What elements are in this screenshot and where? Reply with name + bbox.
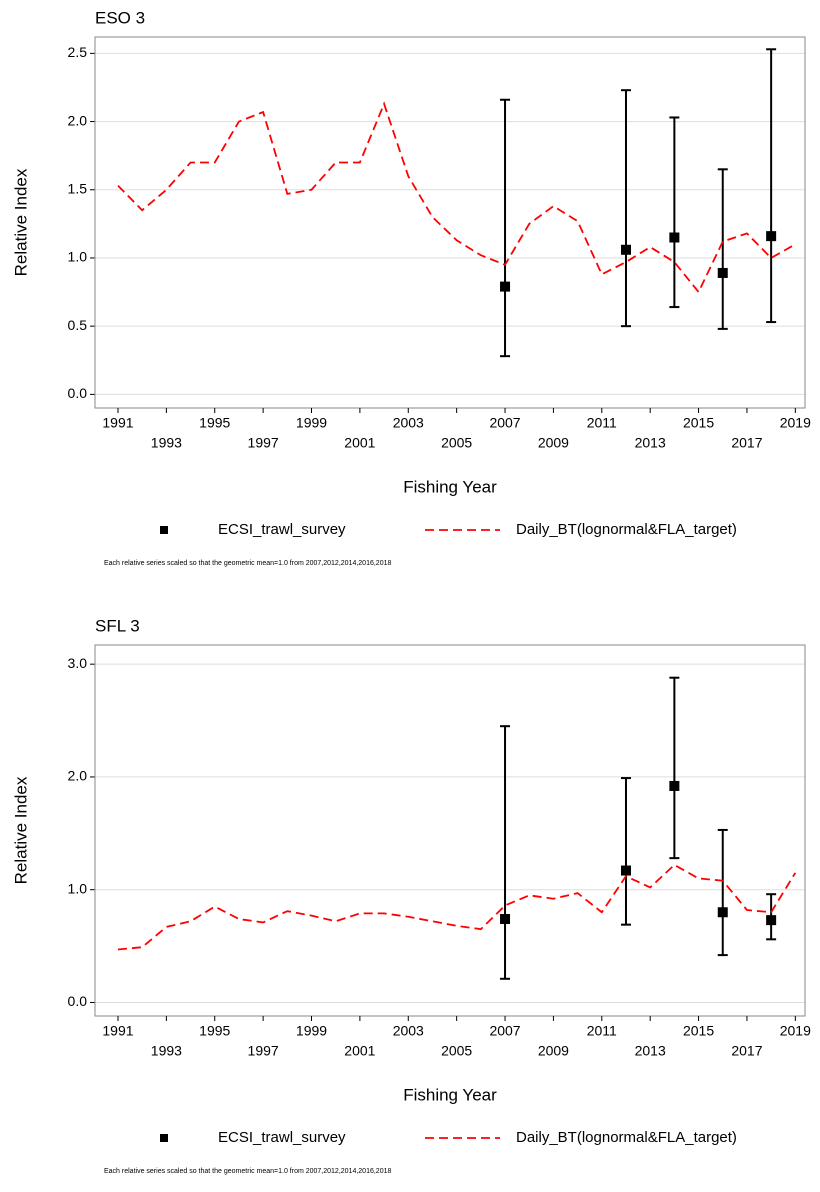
survey-point: [717, 267, 728, 278]
x-tick-label: 2003: [393, 1023, 424, 1039]
legend-marker: [160, 526, 168, 534]
legend-label: ECSI_trawl_survey: [218, 521, 346, 538]
x-tick-label: 2015: [683, 1023, 714, 1039]
x-tick-label: 1995: [199, 1023, 230, 1039]
y-tick-label: 1.0: [68, 880, 88, 896]
y-tick-label: 1.5: [68, 180, 88, 196]
y-tick-label: 3.0: [68, 655, 88, 671]
legend-label: Daily_BT(lognormal&FLA_target): [516, 1129, 737, 1146]
x-tick-label: 1991: [102, 1023, 133, 1039]
survey-point: [500, 281, 511, 292]
x-tick-label: 2011: [587, 1023, 617, 1039]
legend-marker: [160, 1134, 168, 1142]
y-tick-label: 0.5: [68, 317, 88, 333]
x-axis-label: Fishing Year: [403, 1085, 497, 1104]
x-tick-label: 2007: [489, 1023, 520, 1039]
survey-point: [500, 914, 511, 925]
x-tick-label: 2017: [731, 435, 762, 451]
index-line: [117, 863, 797, 951]
footnote: Each relative series scaled so that the …: [104, 560, 391, 567]
survey-point: [620, 865, 631, 876]
y-tick-label: 1.0: [68, 249, 88, 265]
chart-title: SFL 3: [95, 616, 140, 635]
x-axis-label: Fishing Year: [403, 477, 497, 496]
x-tick-label: 2013: [635, 435, 666, 451]
legend-label: Daily_BT(lognormal&FLA_target): [516, 521, 737, 538]
y-axis-label: Relative Index: [11, 168, 30, 276]
y-tick-label: 0.0: [68, 993, 88, 1009]
y-tick-label: 0.0: [68, 385, 88, 401]
legend-label: ECSI_trawl_survey: [218, 1129, 346, 1146]
y-tick-label: 2.5: [68, 44, 88, 60]
x-tick-label: 2001: [344, 1043, 375, 1059]
footnote: Each relative series scaled so that the …: [104, 1168, 391, 1175]
x-tick-label: 1997: [248, 435, 279, 451]
survey-point: [669, 232, 680, 243]
x-tick-label: 1993: [151, 435, 182, 451]
x-tick-label: 2013: [635, 1043, 666, 1059]
plot-frame: [94, 644, 806, 1017]
y-tick-label: 2.0: [68, 768, 88, 784]
survey-point: [717, 907, 728, 918]
survey-point: [620, 244, 631, 255]
x-tick-label: 2007: [489, 415, 520, 431]
x-tick-label: 2005: [441, 1043, 472, 1059]
survey-point: [766, 915, 777, 926]
x-tick-label: 2009: [538, 1043, 569, 1059]
x-tick-label: 2017: [731, 1043, 762, 1059]
x-tick-label: 2009: [538, 435, 569, 451]
chart-title: ESO 3: [95, 8, 145, 27]
x-tick-label: 2019: [780, 415, 811, 431]
x-tick-label: 1995: [199, 415, 230, 431]
plot-frame: [94, 36, 806, 409]
survey-point: [669, 780, 680, 791]
x-tick-label: 2015: [683, 415, 714, 431]
x-tick-label: 1999: [296, 415, 327, 431]
y-tick-label: 2.0: [68, 112, 88, 128]
x-tick-label: 2005: [441, 435, 472, 451]
survey-point: [766, 231, 777, 242]
x-tick-label: 2011: [587, 415, 617, 431]
index-line: [117, 101, 796, 294]
x-tick-label: 2003: [393, 415, 424, 431]
x-tick-label: 1997: [248, 1043, 279, 1059]
x-tick-label: 2001: [344, 435, 375, 451]
x-tick-label: 1999: [296, 1023, 327, 1039]
x-tick-label: 1991: [102, 415, 133, 431]
x-tick-label: 2019: [780, 1023, 811, 1039]
x-tick-label: 1993: [151, 1043, 182, 1059]
y-axis-label: Relative Index: [11, 776, 30, 884]
